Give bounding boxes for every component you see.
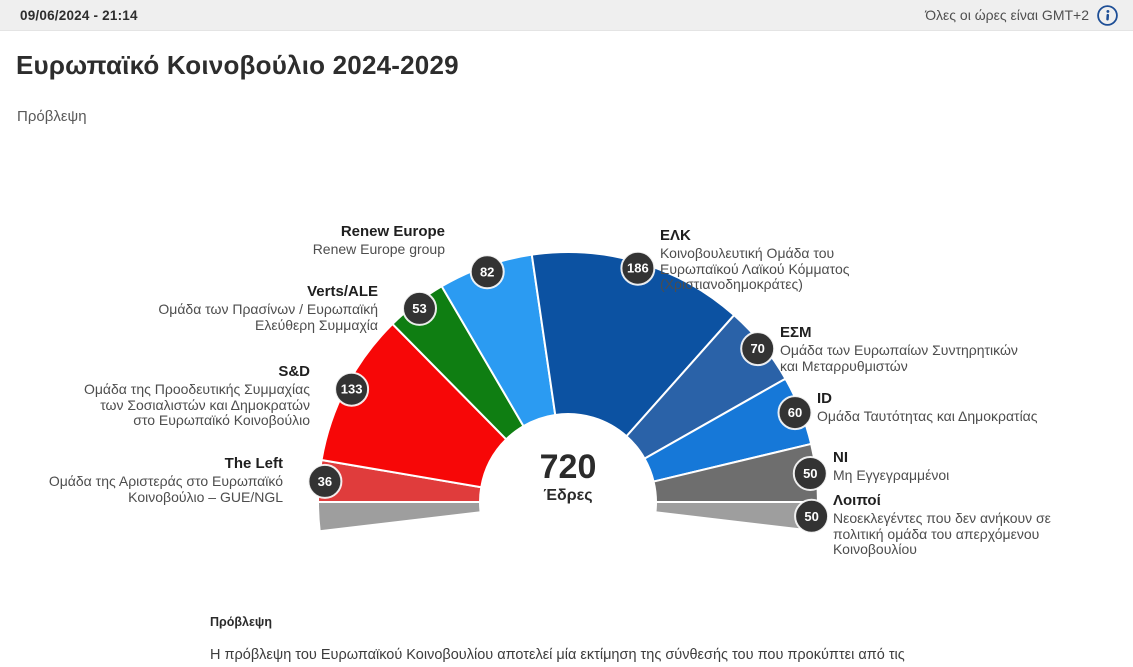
segment-others[interactable]	[654, 501, 820, 533]
group-label-id: ID Ομάδα Ταυτότητας και Δημοκρατίας	[817, 390, 1127, 425]
segment-others-left[interactable]	[316, 501, 482, 533]
group-description: Νεοεκλεγέντες που δεν ανήκουν σε πολιτικ…	[833, 510, 1051, 557]
group-description: Κοινοβουλευτική Ομάδα του Ευρωπαϊκού Λαϊ…	[660, 245, 850, 292]
seat-badge-value: 50	[803, 466, 817, 481]
group-description: Ομάδα των Πρασίνων / Ευρωπαϊκή Ελεύθερη …	[158, 301, 378, 333]
page-title: Ευρωπαϊκό Κοινοβούλιο 2024-2029	[16, 50, 459, 80]
group-label-others: Λοιποί Νεοεκλεγέντες που δεν ανήκουν σε …	[833, 492, 1113, 558]
seat-badge-value: 186	[627, 261, 649, 276]
group-label-verts-ale: Verts/ALE Ομάδα των Πρασίνων / Ευρωπαϊκή…	[98, 283, 378, 333]
group-description: Ομάδα της Αριστεράς στο Ευρωπαϊκό Κοινοβ…	[48, 473, 283, 505]
segment-epp[interactable]	[530, 251, 736, 438]
group-abbr: NI	[833, 449, 848, 466]
group-abbr: ΕΛΚ	[660, 227, 691, 244]
seat-badge-value: 82	[480, 264, 494, 279]
group-abbr: Λοιποί	[833, 492, 881, 509]
group-abbr: ΕΣΜ	[780, 324, 812, 341]
forecast-note-body: Η πρόβλεψη του Ευρωπαϊκού Κοινοβουλίου α…	[210, 647, 905, 663]
seat-badge-value: 53	[412, 301, 426, 316]
group-abbr: The Left	[224, 455, 283, 472]
forecast-note: Πρόβλεψη Η πρόβλεψη του Ευρωπαϊκού Κοινο…	[210, 615, 1040, 665]
seat-badge-the-left	[307, 463, 343, 499]
group-label-epp: ΕΛΚ Κοινοβουλευτική Ομάδα του Ευρωπαϊκού…	[660, 227, 910, 293]
group-abbr: Renew Europe	[340, 223, 445, 240]
group-description: Ομάδα των Ευρωπαίων Συντηρητικών και Μετ…	[780, 342, 1018, 374]
group-description: Μη Εγγεγραμμένοι	[833, 467, 950, 483]
seat-badge-value: 70	[750, 341, 764, 356]
seat-badge-value: 60	[788, 405, 802, 420]
info-icon[interactable]	[1096, 4, 1119, 27]
group-description: Ομάδα Ταυτότητας και Δημοκρατίας	[817, 408, 1038, 424]
group-label-the-left: The Left Ομάδα της Αριστεράς στο Ευρωπαϊ…	[3, 455, 283, 505]
group-description: Renew Europe group	[312, 241, 445, 257]
total-seats-unit: Έδρες	[543, 487, 592, 504]
group-label-snd: S&D Ομάδα της Προοδευτικής Συμμαχίας των…	[20, 363, 310, 429]
group-abbr: S&D	[278, 363, 310, 380]
seat-badge-value: 133	[341, 382, 363, 397]
timezone-note: Όλες οι ώρες είναι GMT+2	[925, 7, 1089, 23]
seat-badge-value: 36	[318, 474, 332, 489]
seat-badges: 36 133 53 82 186 70 60 50 50	[307, 250, 830, 534]
group-label-ni: NI Μη Εγγεγραμμένοι	[833, 449, 1093, 484]
datetime-label: 09/06/2024 - 21:14	[20, 7, 138, 23]
seat-badge-renew-europe	[469, 254, 505, 290]
top-bar: 09/06/2024 - 21:14 Όλες οι ώρες είναι GM…	[0, 0, 1133, 31]
seat-badge-snd	[334, 371, 370, 407]
forecast-note-heading: Πρόβλεψη	[210, 615, 272, 629]
group-abbr: Verts/ALE	[307, 283, 378, 300]
seat-badge-id	[777, 395, 813, 431]
group-abbr: ID	[817, 390, 832, 407]
total-seats-value: 720	[540, 448, 597, 486]
seat-badge-ecr	[740, 331, 776, 367]
group-description: Ομάδα της Προοδευτικής Συμμαχίας των Σοσ…	[83, 381, 310, 428]
group-label-ecr: ΕΣΜ Ομάδα των Ευρωπαίων Συντηρητικών και…	[780, 324, 1090, 374]
seat-badge-ni	[792, 456, 828, 491]
seat-badge-epp	[620, 250, 656, 286]
seat-badge-verts-ale	[402, 290, 437, 326]
group-label-renew-europe: Renew Europe Renew Europe group	[165, 223, 445, 258]
seat-badge-others	[794, 498, 830, 534]
seat-badge-value: 50	[804, 509, 818, 524]
page-subtitle: Πρόβλεψη	[17, 108, 87, 125]
